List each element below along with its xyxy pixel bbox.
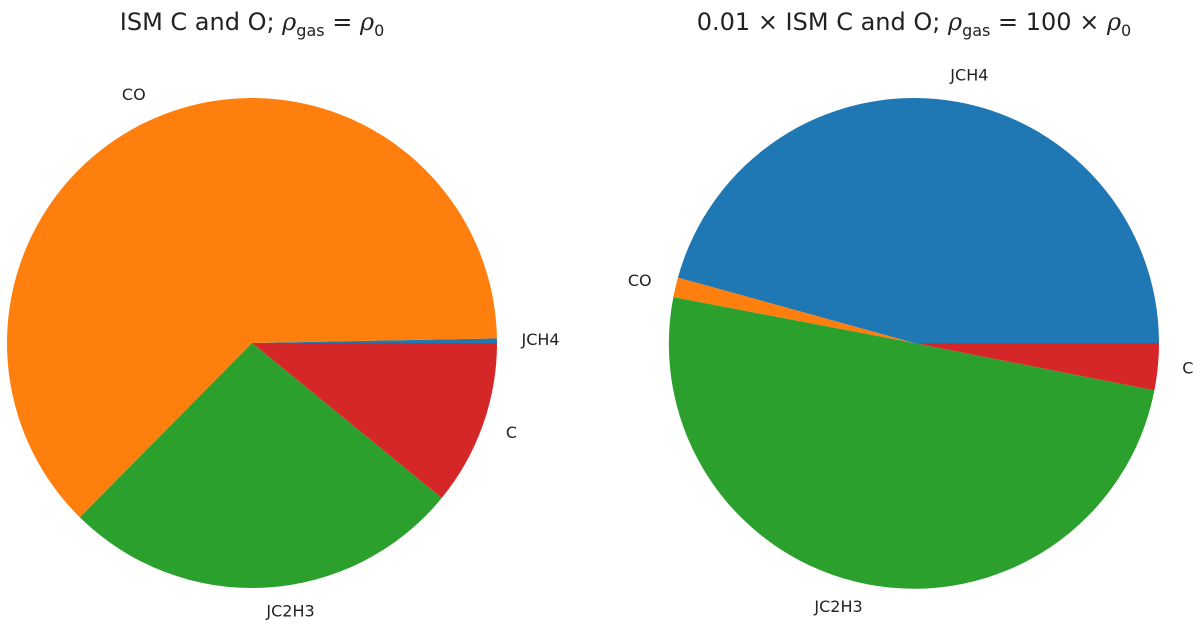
pie-1-slice-co (7, 98, 497, 518)
pie-2-title: 0.01 × ISM C and O; ρgas = 100 × ρ0 (697, 8, 1131, 40)
pie-2-slice-co (673, 277, 914, 343)
pie-2-label-c: C (1182, 359, 1193, 378)
pie-2-slice-jc2h3 (668, 297, 1155, 589)
pie-1-slice-jc2h3 (79, 343, 442, 589)
pie-2-slice-jch4 (677, 98, 1159, 344)
pie-1-label-c: C (506, 423, 517, 442)
pie-1-title: ISM C and O; ρgas = ρ0 (120, 8, 385, 40)
pie-2-slice-c (914, 343, 1159, 391)
pie-2-label-co: CO (628, 271, 652, 290)
pie-1-slice-jch4 (252, 338, 498, 343)
pie-1-slice-c (252, 343, 497, 498)
pie-chart-1: JCH4 CO JC2H3 C (7, 85, 560, 621)
pie-1-label-co: CO (122, 85, 146, 104)
pie-2-label-jch4: JCH4 (949, 66, 988, 85)
pie-1-label-jch4: JCH4 (521, 330, 560, 349)
pie-chart-2: JCH4 CO JC2H3 C (628, 66, 1194, 617)
pie-1-label-jc2h3: JC2H3 (265, 602, 314, 621)
pie-2-label-jc2h3: JC2H3 (813, 597, 862, 616)
